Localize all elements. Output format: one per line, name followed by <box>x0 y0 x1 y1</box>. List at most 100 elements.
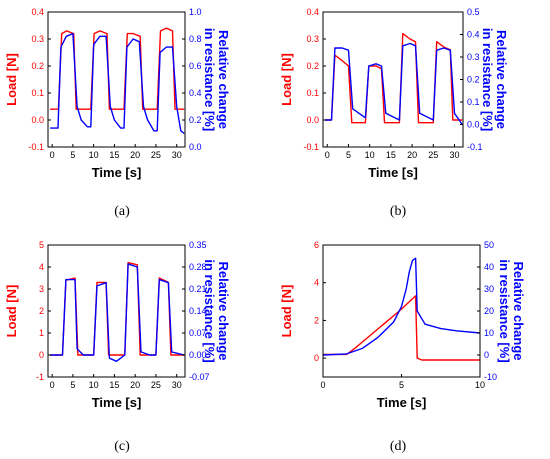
panel-d-y-right-tick-label: 0 <box>484 350 489 360</box>
panel-c-y-left-tick-label: 5 <box>39 240 44 250</box>
panel-d: 0 5 10 0 2 4 6 -10 0 10 20 30 40 50 Time [s] Load [N] Re… <box>279 240 526 410</box>
panel-d-series-resistance <box>322 257 481 356</box>
panel-d-series-load <box>323 295 480 361</box>
panel-d-y-right-tick-label: 20 <box>484 306 494 316</box>
panel-b-y-right-axis-title-line: Relative change <box>494 30 509 129</box>
panel-label-c: (c) <box>114 439 130 454</box>
panel-a-y-right-tick-label: 0.4 <box>189 88 202 98</box>
panel-c-y-left-tick-label: 0 <box>39 350 44 360</box>
panel-d-y-left-tick-label: 6 <box>314 240 319 250</box>
panel-c-y-right-axis-title-line: in resistance [%] <box>202 259 217 362</box>
panel-b-x-tick-label: 25 <box>428 150 438 160</box>
panel-label-b: (b) <box>390 204 407 219</box>
panel-b-y-left-axis-title: Load [N] <box>279 53 294 106</box>
panel-d-y-right-tick-label: 10 <box>484 328 494 338</box>
panel-a-x-tick-label: 5 <box>70 150 75 160</box>
panel-b: 0 5 10 15 20 25 30 -0.1 0.0 0.1 0.2 0.3 0.4 -0.1 0.0 0.… <box>279 7 509 180</box>
panel-a-x-tick-label: 10 <box>89 150 99 160</box>
panel-a-y-right-axis-title-line: Relative change <box>216 30 231 129</box>
panel-a-y-left-tick-label: 0.4 <box>31 7 44 17</box>
panel-a-x-tick-label: 20 <box>130 150 140 160</box>
panel-label-a: (a) <box>114 204 130 219</box>
panel-d-y-left-tick-label: 4 <box>314 278 319 288</box>
panel-a: 0 5 10 15 20 25 30 -0.1 0.0 0.1 0.2 0.3 0.4 0.0 0.2 0.4… <box>4 7 231 180</box>
panel-c-y-right-tick-label: 0.21 <box>189 284 207 294</box>
panel-a-x-tick-label: 15 <box>109 150 119 160</box>
panel-b-y-right-tick-label: 0.3 <box>467 52 480 62</box>
panel-d-x-axis-title: Time [s] <box>377 395 427 410</box>
panel-c-x-axis-title: Time [s] <box>92 395 142 410</box>
panel-a-x-tick-label: 0 <box>50 150 55 160</box>
panel-a-y-right-tick-label: 0.8 <box>189 34 202 44</box>
panel-a-y-right-tick-label: 0.6 <box>189 61 202 71</box>
panel-b-x-tick-label: 15 <box>386 150 396 160</box>
panel-c-x-tick-label: 0 <box>50 380 55 390</box>
panel-d-plot-frame <box>322 244 481 378</box>
panel-b-y-right-tick-label: -0.1 <box>467 142 483 152</box>
panel-c-y-left-axis-title: Load [N] <box>4 285 19 338</box>
panel-a-y-left-tick-label: -0.1 <box>28 142 44 152</box>
panel-b-series-resistance <box>325 42 463 125</box>
panel-b-x-axis-title: Time [s] <box>368 165 418 180</box>
panel-c-y-right-tick-label: 0.00 <box>189 350 207 360</box>
panel-d-y-left-tick-label: 0 <box>314 353 319 363</box>
panel-b-y-right-tick-label: 0.1 <box>467 97 480 107</box>
panel-a-y-left-tick-label: 0.1 <box>31 88 44 98</box>
panel-b-y-left-tick-label: 0.0 <box>306 115 319 125</box>
panel-a-plot-frame <box>47 11 186 148</box>
panel-c-y-right-tick-label: 0.07 <box>189 328 207 338</box>
panel-c-y-right-axis-title-line: Relative change <box>216 262 231 361</box>
panel-a-x-tick-label: 30 <box>172 150 182 160</box>
panel-d-y-right-axis-title-line: in resistance [%] <box>497 259 512 362</box>
panel-b-y-right-axis-title-line: in resistance [%] <box>480 28 495 131</box>
panel-b-y-right-tick-label: 0.5 <box>467 7 480 17</box>
panel-a-x-tick-label: 25 <box>151 150 161 160</box>
panel-c-y-left-tick-label: 4 <box>39 262 44 272</box>
panel-d-y-right-tick-label: 40 <box>484 262 494 272</box>
panel-b-y-right-tick-label: 0.0 <box>467 120 480 130</box>
panel-d-x-tick-label: 0 <box>320 380 325 390</box>
panel-c-y-right-tick-label: 0.28 <box>189 262 207 272</box>
panel-d-y-right-tick-label: 30 <box>484 284 494 294</box>
panel-b-y-right-tick-label: 0.4 <box>467 30 480 40</box>
panel-b-x-tick-label: 10 <box>365 150 375 160</box>
panel-a-y-right-tick-label: 1.0 <box>189 7 202 17</box>
panel-c-x-tick-label: 30 <box>172 380 182 390</box>
panel-a-y-left-axis-title: Load [N] <box>4 53 19 106</box>
panel-c-x-tick-label: 15 <box>109 380 119 390</box>
panel-b-x-tick-label: 20 <box>407 150 417 160</box>
panel-b-x-tick-label: 5 <box>346 150 351 160</box>
panel-a-y-right-axis-title-line: in resistance [%] <box>202 28 217 131</box>
panel-d-x-tick-label: 5 <box>399 380 404 390</box>
panel-b-x-tick-label: 0 <box>325 150 330 160</box>
panel-b-series-load <box>325 32 463 124</box>
panel-c-y-right-tick-label: -0.07 <box>189 372 210 382</box>
panel-a-series-load <box>50 27 185 110</box>
panel-a-y-right-tick-label: 0.0 <box>189 142 202 152</box>
panel-c-y-right-tick-label: 0.14 <box>189 306 207 316</box>
panel-c-x-tick-label: 5 <box>70 380 75 390</box>
panel-b-y-left-tick-label: 0.2 <box>306 61 319 71</box>
panel-c-y-left-tick-label: 3 <box>39 284 44 294</box>
panel-c-plot-frame <box>47 244 186 378</box>
panel-a-series-resistance <box>50 32 185 135</box>
panel-d-y-right-tick-label: 50 <box>484 240 494 250</box>
panel-d-x-tick-label: 10 <box>475 380 485 390</box>
panel-c-x-tick-label: 20 <box>130 380 140 390</box>
panel-c-y-left-tick-label: 2 <box>39 306 44 316</box>
panel-b-y-right-tick-label: 0.2 <box>467 75 480 85</box>
panel-c-x-tick-label: 25 <box>151 380 161 390</box>
panel-c-x-tick-label: 10 <box>89 380 99 390</box>
panel-d-y-right-axis-title-line: Relative change <box>511 262 526 361</box>
panel-b-x-tick-label: 30 <box>450 150 460 160</box>
panel-a-y-left-tick-label: 0.2 <box>31 61 44 71</box>
panel-c: 0 5 10 15 20 25 30 -1 0 1 2 3 4 5 -0.07 0.00 0.07 0.14 0.2… <box>4 240 231 410</box>
panel-a-y-left-tick-label: 0.0 <box>31 115 44 125</box>
panel-c-series-resistance <box>50 263 185 362</box>
panel-a-y-left-tick-label: 0.3 <box>31 34 44 44</box>
